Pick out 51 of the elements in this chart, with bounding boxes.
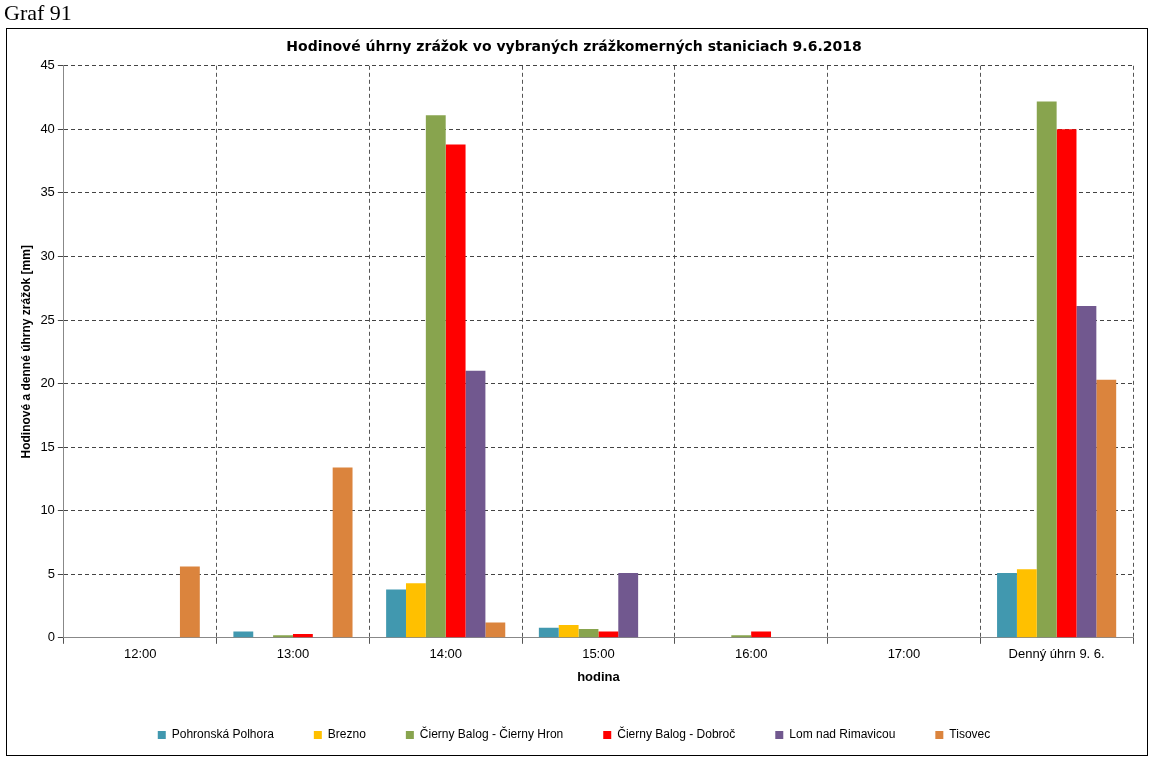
y-tick-label: 25 <box>40 311 55 327</box>
x-tick-label: 14:00 <box>429 646 462 662</box>
y-tick-label: 45 <box>40 57 55 73</box>
bar <box>465 370 486 638</box>
x-tick-label: 17:00 <box>887 646 921 662</box>
bar <box>273 635 293 638</box>
y-tick-label: 0 <box>47 629 55 645</box>
legend-label: Čierny Balog - Dobroč <box>617 726 736 742</box>
legend-label: Lom nad Rimavicou <box>789 727 896 742</box>
bar <box>292 633 313 638</box>
bar <box>618 572 639 638</box>
bar <box>1016 569 1037 638</box>
x-tick-label: Denný úhrn 9. 6. <box>1008 646 1105 662</box>
bar <box>538 627 559 638</box>
x-tick-label: 13:00 <box>276 646 310 662</box>
bar <box>332 467 353 638</box>
y-axis-title: Hodinové a denné úhrny zrážok [mm] <box>18 245 33 459</box>
y-tick-label: 15 <box>40 438 55 454</box>
y-tick-label: 20 <box>40 375 55 391</box>
bar <box>1036 101 1057 638</box>
legend-label: Tisovec <box>949 727 991 742</box>
bar <box>405 583 426 638</box>
y-tick-label: 30 <box>40 248 55 264</box>
x-tick-label: 12:00 <box>123 646 157 662</box>
legend-label: Pohronská Polhora <box>171 727 275 742</box>
x-tick-label: 16:00 <box>734 646 768 662</box>
y-tick-label: 35 <box>40 184 55 200</box>
y-tick-label: 40 <box>40 120 55 136</box>
y-tick-label: 10 <box>40 502 55 518</box>
bar <box>1056 129 1077 638</box>
text: Graf 91 <box>4 0 72 26</box>
bar <box>558 625 579 638</box>
legend-label: Čierny Balog - Čierny Hron <box>419 726 564 742</box>
bar <box>233 631 254 638</box>
chart-title: Hodinové úhrny zrážok vo vybraných zrážkomerných staniciach 9.6.2018 <box>286 38 862 55</box>
bar <box>445 144 466 638</box>
bar <box>731 635 752 638</box>
bar <box>179 566 200 638</box>
bar <box>425 115 446 638</box>
bar <box>997 572 1017 638</box>
bar <box>598 631 619 638</box>
bar <box>485 622 506 638</box>
x-tick-label: 15:00 <box>582 646 615 662</box>
bar <box>578 628 599 638</box>
y-tick-label: 5 <box>47 565 55 581</box>
bar <box>386 589 406 638</box>
bar <box>1096 379 1117 638</box>
bar <box>1076 306 1097 638</box>
legend-label: Brezno <box>327 727 367 742</box>
x-axis-title: hodina <box>577 668 621 684</box>
bar <box>751 631 772 638</box>
